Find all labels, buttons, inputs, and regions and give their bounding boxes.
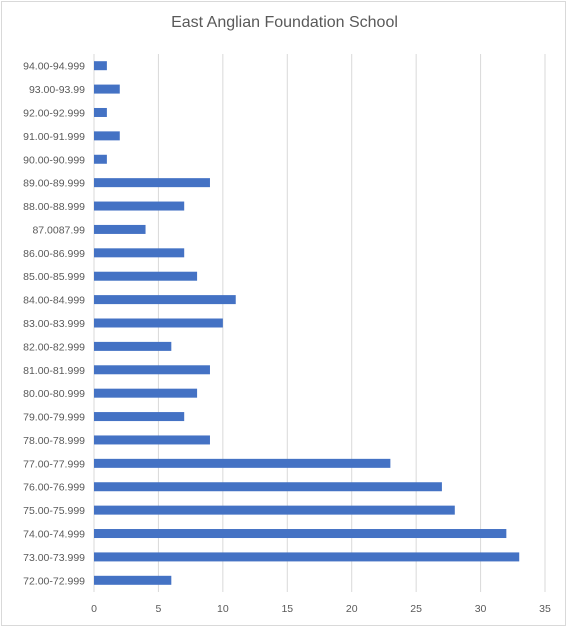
y-tick-label: 91.00-91.999 xyxy=(23,131,85,143)
x-tick-label: 30 xyxy=(475,603,487,615)
bar-77.00-77.999 xyxy=(94,458,391,468)
x-tick-label: 25 xyxy=(410,603,422,615)
bar-88.00-88.999 xyxy=(94,201,185,211)
y-tick-label: 85.00-85.999 xyxy=(23,271,85,283)
y-tick-label: 92.00-92.999 xyxy=(23,107,85,119)
bar-86.00-86.999 xyxy=(94,248,185,258)
bar-73.00-73.999 xyxy=(94,552,520,562)
y-tick-label: 78.00-78.999 xyxy=(23,435,85,447)
y-tick-label: 86.00-86.999 xyxy=(23,248,85,260)
y-tick-label: 75.00-75.999 xyxy=(23,505,85,517)
x-tick-label: 35 xyxy=(539,603,551,615)
y-tick-label: 84.00-84.999 xyxy=(23,295,85,307)
y-tick-label: 74.00-74.999 xyxy=(23,529,85,541)
bar-94.00-94.999 xyxy=(94,61,107,71)
bar-82.00-82.999 xyxy=(94,341,172,351)
bar-89.00-89.999 xyxy=(94,178,210,188)
y-tick-label: 76.00-76.999 xyxy=(23,482,85,494)
x-tick-label: 15 xyxy=(281,603,293,615)
y-tick-label: 94.00-94.999 xyxy=(23,61,85,73)
y-tick-label: 93.00-93.99 xyxy=(29,84,85,96)
bar-75.00-75.999 xyxy=(94,505,455,515)
y-tick-label: 80.00-80.999 xyxy=(23,388,85,400)
bar-93.00-93.99 xyxy=(94,84,120,94)
bar-79.00-79.999 xyxy=(94,412,185,422)
x-tick-label: 5 xyxy=(156,603,162,615)
y-tick-label: 89.00-89.999 xyxy=(23,178,85,190)
x-tick-label: 20 xyxy=(346,603,358,615)
y-tick-label: 83.00-83.999 xyxy=(23,318,85,330)
bar-81.00-81.999 xyxy=(94,365,210,375)
y-tick-label: 72.00-72.999 xyxy=(23,575,85,587)
y-tick-label: 77.00-77.999 xyxy=(23,458,85,470)
x-tick-label: 0 xyxy=(91,603,97,615)
y-tick-label: 87.0087.99 xyxy=(32,224,85,236)
y-tick-label: 81.00-81.999 xyxy=(23,365,85,377)
bar-92.00-92.999 xyxy=(94,107,107,117)
bar-78.00-78.999 xyxy=(94,435,210,445)
bar-90.00-90.999 xyxy=(94,154,107,164)
bar-83.00-83.999 xyxy=(94,318,223,328)
chart-title: East Anglian Foundation School xyxy=(171,14,398,31)
bar-74.00-74.999 xyxy=(94,529,507,539)
bar-72.00-72.999 xyxy=(94,575,172,585)
y-tick-label: 79.00-79.999 xyxy=(23,412,85,424)
y-tick-label: 73.00-73.999 xyxy=(23,552,85,564)
bar-80.00-80.999 xyxy=(94,388,198,398)
bar-85.00-85.999 xyxy=(94,271,198,281)
y-tick-label: 90.00-90.999 xyxy=(23,154,85,166)
bar-76.00-76.999 xyxy=(94,482,442,492)
y-tick-label: 82.00-82.999 xyxy=(23,341,85,353)
bar-84.00-84.999 xyxy=(94,295,236,305)
x-tick-label: 10 xyxy=(217,603,229,615)
bar-91.00-91.999 xyxy=(94,131,120,141)
bar-87.0087.99 xyxy=(94,224,146,234)
y-tick-label: 88.00-88.999 xyxy=(23,201,85,213)
